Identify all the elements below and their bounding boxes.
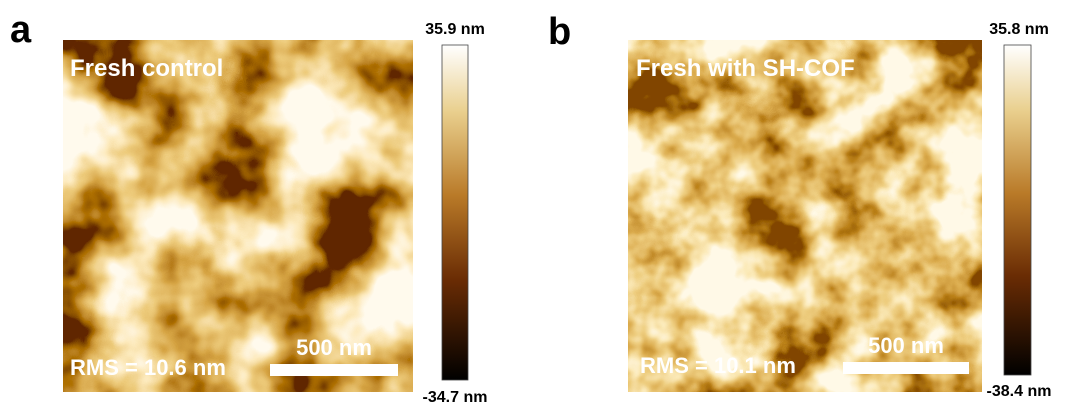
panel-b: b Fresh with SH-COF RMS = 10.1 nm 500 nm… [548,11,1051,400]
panel-title: Fresh with SH-COF [636,55,855,82]
panel-a: a Fresh control RMS = 10.6 nm 500 nm 35.… [10,9,487,406]
colorbar-min: -34.7 nm [423,389,488,406]
scale-bar-label: 500 nm [296,335,372,360]
panel-label: b [548,11,571,53]
rms-label: RMS = 10.1 nm [640,353,796,378]
figure: a Fresh control RMS = 10.6 nm 500 nm 35.… [0,0,1072,407]
scale-bar [843,362,969,374]
colorbar-max: 35.8 nm [989,21,1049,38]
scale-bar-label: 500 nm [868,333,944,358]
scale-bar [270,364,398,376]
panel-label: a [10,9,32,51]
colorbar-max: 35.9 nm [425,21,485,38]
panel-title: Fresh control [70,55,223,82]
colorbar-min: -38.4 nm [987,383,1052,400]
colorbar [1004,45,1031,375]
rms-label: RMS = 10.6 nm [70,355,226,380]
colorbar [442,45,468,380]
